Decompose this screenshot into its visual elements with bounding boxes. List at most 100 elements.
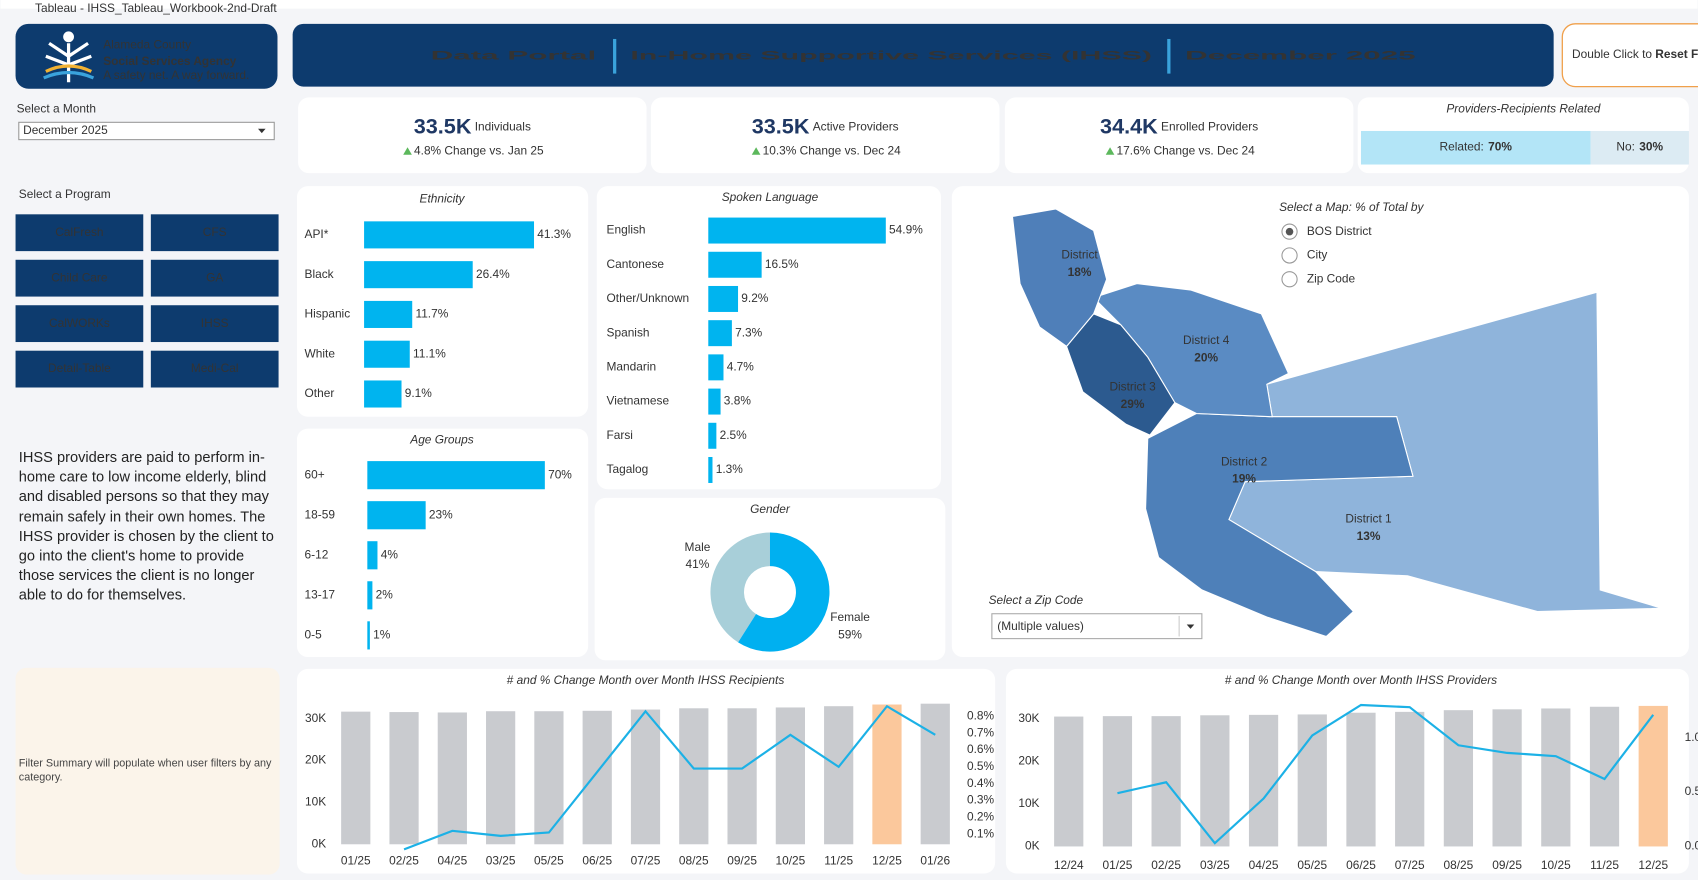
program-button[interactable] <box>150 214 279 252</box>
tick-label: 0.1% <box>967 826 995 840</box>
bar <box>364 261 473 289</box>
bar <box>708 251 762 278</box>
dropdown-arrow <box>1186 624 1195 629</box>
x-tick-label: 12/25 <box>1638 858 1668 872</box>
x-tick-label: 03/25 <box>1200 858 1230 872</box>
map-district-3[interactable] <box>1065 313 1176 436</box>
bar <box>708 456 713 483</box>
filter-summary-box <box>15 667 280 875</box>
x-tick-label: 02/25 <box>389 854 419 868</box>
category-label: 6-12 <box>305 547 329 561</box>
segment-label: Related: 70% <box>1440 140 1513 154</box>
segment <box>1360 130 1591 165</box>
map <box>1011 208 1663 638</box>
program-label: Select a Program <box>19 187 111 201</box>
bar <box>727 708 757 845</box>
month-dropdown[interactable] <box>18 121 275 141</box>
district-value: 20% <box>1194 350 1218 364</box>
tick-label: 0K <box>312 836 327 850</box>
category-label: Farsi <box>607 428 633 442</box>
chart-title: Ethnicity <box>420 191 466 205</box>
bar <box>1541 708 1571 847</box>
segment <box>1590 130 1689 165</box>
zip-dropdown[interactable] <box>991 613 1203 640</box>
kpi-value: 34.4K <box>1100 113 1158 138</box>
x-tick-label: 06/25 <box>1346 858 1376 872</box>
program-button-label: Detail-Table <box>48 361 111 375</box>
reset-prefix: Double Click to <box>1572 47 1652 61</box>
bar <box>872 704 902 845</box>
chart-title: Age Groups <box>409 433 474 447</box>
header-part: In-Home Supportive Services (IHSS) <box>630 48 1152 62</box>
kpi-headline: 33.5K Active Providers <box>752 113 899 138</box>
program-button[interactable] <box>150 259 279 297</box>
bar <box>1102 716 1133 847</box>
bar <box>1395 711 1425 847</box>
value-label: 4% <box>381 547 399 561</box>
program-button[interactable] <box>15 350 144 388</box>
program-button[interactable] <box>150 305 279 343</box>
tick-label: 0.5 <box>1685 784 1698 798</box>
district-name: District 2 <box>1221 454 1268 468</box>
category-label: Other/Unknown <box>607 291 690 305</box>
x-tick-label: 07/25 <box>1395 858 1425 872</box>
value-label: 1% <box>373 628 391 642</box>
bar <box>341 711 371 845</box>
map-district-2[interactable] <box>1145 412 1414 638</box>
header-separator <box>613 38 617 74</box>
bar <box>1589 706 1620 847</box>
value-label: 3.8% <box>724 394 752 408</box>
bar <box>708 320 732 347</box>
window-title: Tableau - IHSS_Tableau_Workbook-2nd-Draf… <box>35 1 277 15</box>
bar <box>708 285 739 312</box>
value-label: 9.1% <box>405 386 433 400</box>
category-label: White <box>305 346 336 360</box>
chart-title: Gender <box>750 502 791 516</box>
bar <box>920 703 950 845</box>
kpi-change: 4.8% Change vs. Jan 25 <box>414 144 544 158</box>
category-label: 18-59 <box>305 507 336 521</box>
radio[interactable] <box>1281 247 1298 264</box>
map-district-5[interactable] <box>1011 208 1108 348</box>
district-value: 29% <box>1121 397 1145 411</box>
kpi-trend-up <box>1105 147 1115 155</box>
tick-label: 0.7% <box>967 725 995 739</box>
tick-label: 10K <box>1018 796 1039 810</box>
month-dropdown-value: December 2025 <box>23 123 108 137</box>
bar <box>1346 712 1376 847</box>
bar <box>437 712 467 845</box>
value-label: 41.3% <box>537 227 571 241</box>
card <box>594 497 946 661</box>
radio[interactable] <box>1281 271 1298 288</box>
kpi-label: Enrolled Providers <box>1161 120 1258 134</box>
filter-summary: Filter Summary will populate when user f… <box>18 757 272 784</box>
segment-value: 30% <box>1639 140 1663 154</box>
program-button[interactable] <box>15 214 144 252</box>
program-button[interactable] <box>15 259 144 297</box>
x-tick-label: 07/25 <box>631 854 661 868</box>
map-option-label: City <box>1307 248 1328 262</box>
district-value: 18% <box>1068 265 1092 279</box>
bar <box>364 340 410 368</box>
category-label: Hispanic <box>305 307 351 321</box>
value-label: 2.5% <box>720 428 748 442</box>
x-tick-label: 12/25 <box>872 854 902 868</box>
tick-label: 20K <box>1018 753 1039 767</box>
bar <box>582 710 612 845</box>
x-tick-label: 04/25 <box>1249 858 1279 872</box>
header-part: December 2025 <box>1185 48 1417 62</box>
reset-bold: Reset Filte <box>1655 47 1698 61</box>
category-label: 0-5 <box>305 628 323 642</box>
program-button[interactable] <box>15 305 144 343</box>
kpi-label: Active Providers <box>813 120 899 134</box>
program-button[interactable] <box>150 350 279 388</box>
bar <box>1248 714 1279 847</box>
tick-label: 30K <box>305 711 326 725</box>
segment-category: No: <box>1616 140 1635 154</box>
slice-value: 41% <box>686 557 710 571</box>
reset-button[interactable] <box>1561 23 1698 88</box>
program-button-label: IHSS <box>201 316 229 330</box>
kpi-trend-up <box>403 147 412 155</box>
kpi-value: 33.5K <box>414 113 472 138</box>
